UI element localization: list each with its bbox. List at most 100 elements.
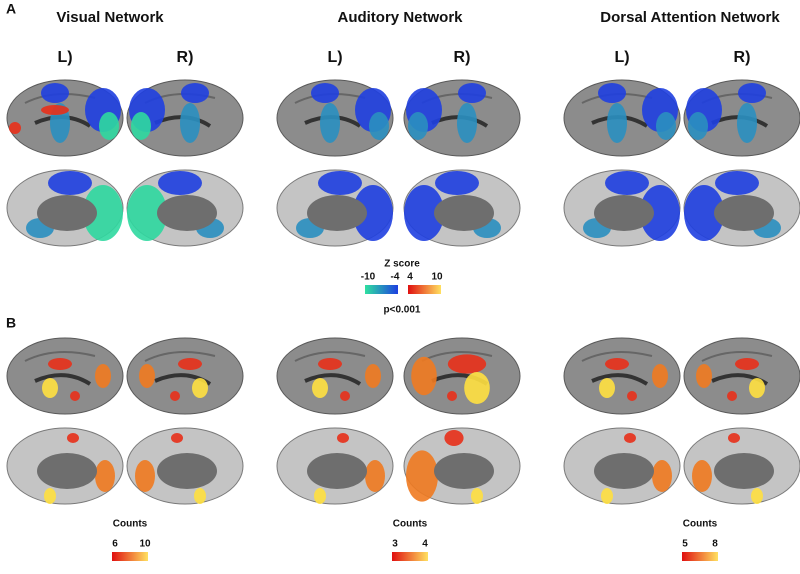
activation <box>599 378 615 398</box>
activation <box>404 185 444 241</box>
activation <box>601 488 613 504</box>
activation <box>738 83 766 103</box>
activation <box>607 103 627 143</box>
activation <box>312 378 328 398</box>
hemisphere-label: R) <box>734 49 751 66</box>
legend-title: Counts <box>683 519 718 530</box>
activation <box>194 488 206 504</box>
ventricle <box>307 195 367 231</box>
legend-tick: 5 <box>682 539 688 550</box>
activation <box>598 83 626 103</box>
hemisphere-label: R) <box>177 49 194 66</box>
ventricle <box>434 195 494 231</box>
activation <box>9 122 21 134</box>
activation <box>728 433 740 443</box>
activation <box>337 433 349 443</box>
activation <box>131 112 151 140</box>
activation <box>127 185 167 241</box>
legend-tick: -10 <box>361 272 376 283</box>
network-title: Auditory Network <box>337 9 463 26</box>
activation <box>696 364 712 388</box>
legend-tick: 4 <box>407 272 413 283</box>
activation <box>158 171 202 195</box>
sulcus <box>294 351 366 362</box>
network-title: Dorsal Attention Network <box>600 9 780 26</box>
activation <box>192 378 208 398</box>
panel-label: B <box>6 315 16 331</box>
ventricle <box>714 453 774 489</box>
activation <box>41 105 69 115</box>
activation <box>42 378 58 398</box>
colorbar <box>408 285 441 294</box>
activation <box>171 433 183 443</box>
legend-tick: 10 <box>431 272 443 283</box>
activation <box>67 433 79 443</box>
activation <box>411 356 437 396</box>
activation <box>365 460 385 492</box>
network-title: Visual Network <box>56 9 164 26</box>
activation <box>624 433 636 443</box>
activation <box>181 83 209 103</box>
legend-tick: 4 <box>422 539 428 550</box>
activation <box>48 171 92 195</box>
activation <box>640 185 680 241</box>
hemisphere-label: L) <box>327 49 342 66</box>
activation <box>135 460 155 492</box>
activation <box>44 488 56 504</box>
ventricle <box>157 195 217 231</box>
activation <box>735 358 759 370</box>
sulcus <box>581 351 653 362</box>
activation <box>447 354 487 374</box>
legend-tick: 3 <box>392 539 398 550</box>
legend-title: Z score <box>384 259 420 270</box>
activation <box>737 103 757 143</box>
activation <box>627 391 637 401</box>
activation <box>353 185 393 241</box>
colorbar <box>682 552 718 561</box>
sulcus <box>144 351 216 362</box>
activation <box>48 358 72 370</box>
ventricle <box>157 453 217 489</box>
activation <box>435 171 479 195</box>
legend-title: Counts <box>113 519 148 530</box>
activation <box>684 185 724 241</box>
sulcus <box>34 373 92 386</box>
activation <box>83 185 123 241</box>
ventricle <box>37 453 97 489</box>
activation <box>652 460 672 492</box>
activation <box>715 171 759 195</box>
activation <box>406 450 438 502</box>
sulcus <box>24 351 96 362</box>
activation <box>320 103 340 143</box>
activation <box>605 171 649 195</box>
legend-tick: 10 <box>139 539 151 550</box>
activation <box>318 358 342 370</box>
sulcus <box>304 373 362 386</box>
colorbar <box>365 285 398 294</box>
activation <box>749 378 765 398</box>
activation <box>751 488 763 504</box>
ventricle <box>307 453 367 489</box>
colorbar <box>112 552 148 561</box>
activation <box>444 430 464 446</box>
ventricle <box>714 195 774 231</box>
sulcus <box>701 351 773 362</box>
legend-tick: 8 <box>712 539 718 550</box>
activation <box>95 364 111 388</box>
activation <box>457 103 477 143</box>
activation <box>340 391 350 401</box>
activation <box>41 83 69 103</box>
activation <box>656 112 676 140</box>
colorbar <box>392 552 428 561</box>
activation <box>170 391 180 401</box>
hemisphere-label: L) <box>57 49 72 66</box>
activation <box>365 364 381 388</box>
hemisphere-label: R) <box>454 49 471 66</box>
activation <box>408 112 428 140</box>
activation <box>318 171 362 195</box>
activation <box>471 488 483 504</box>
activation <box>727 391 737 401</box>
activation <box>139 364 155 388</box>
legend-tick: 6 <box>112 539 118 550</box>
